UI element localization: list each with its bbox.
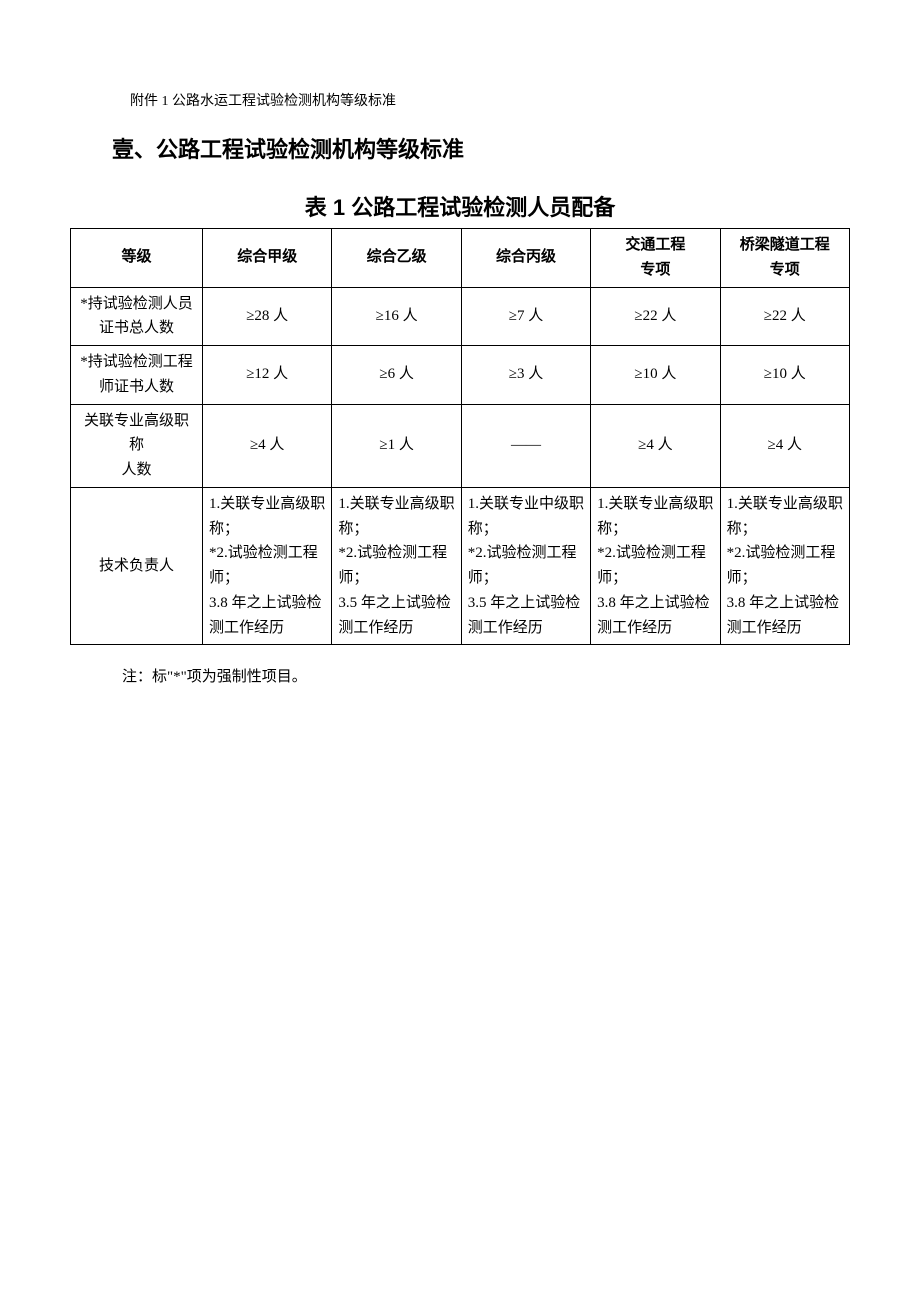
col-header-grade: 等级 [71,229,203,288]
tech-cell: 1.关联专业高级职称；*2.试验检测工程师；3.8 年之上试验检测工作经历 [720,487,849,645]
col-header-c: 综合丙级 [461,229,590,288]
col5-line2: 专项 [770,262,800,278]
tech-cell: 1.关联专业中级职称；*2.试验检测工程师；3.5 年之上试验检测工作经历 [461,487,590,645]
cell: ≥1 人 [332,404,461,487]
tech-cell: 1.关联专业高级职称；*2.试验检测工程师；3.5 年之上试验检测工作经历 [332,487,461,645]
table-title: 表 1 公路工程试验检测人员配备 [70,190,850,222]
cell: ≥4 人 [591,404,720,487]
row-label: 关联专业高级职称 人数 [71,404,203,487]
table-row: 关联专业高级职称 人数 ≥4 人 ≥1 人 —— ≥4 人 ≥4 人 [71,404,850,487]
cell: ≥10 人 [591,346,720,405]
attachment-line: 附件 1 公路水运工程试验检测机构等级标准 [130,90,850,110]
section-title: 壹、公路工程试验检测机构等级标准 [112,132,850,164]
cell: ≥6 人 [332,346,461,405]
tech-cell: 1.关联专业高级职称；*2.试验检测工程师；3.8 年之上试验检测工作经历 [203,487,332,645]
cell: ≥22 人 [720,287,849,346]
cell: ≥28 人 [203,287,332,346]
row-label-line2: 师证书人数 [99,379,174,395]
cell: ≥3 人 [461,346,590,405]
row-label-line1: *持试验检测工程 [80,354,193,370]
col4-line2: 专项 [640,262,670,278]
cell: ≥4 人 [203,404,332,487]
cell: —— [461,404,590,487]
table-header-row: 等级 综合甲级 综合乙级 综合丙级 交通工程 专项 桥梁隧道工程 专项 [71,229,850,288]
col-header-bridge: 桥梁隧道工程 专项 [720,229,849,288]
page: 附件 1 公路水运工程试验检测机构等级标准 壹、公路工程试验检测机构等级标准 表… [0,0,920,1302]
tech-cell: 1.关联专业高级职称；*2.试验检测工程师；3.8 年之上试验检测工作经历 [591,487,720,645]
row-label-line1: *持试验检测人员 [80,296,193,312]
col-header-traffic: 交通工程 专项 [591,229,720,288]
cell: ≥22 人 [591,287,720,346]
table-row: *持试验检测工程 师证书人数 ≥12 人 ≥6 人 ≥3 人 ≥10 人 ≥10… [71,346,850,405]
cell: ≥7 人 [461,287,590,346]
row-label: *持试验检测人员 证书总人数 [71,287,203,346]
col4-line1: 交通工程 [625,237,685,253]
col5-line1: 桥梁隧道工程 [740,237,830,253]
row-label-line2: 证书总人数 [99,320,174,336]
personnel-table: 等级 综合甲级 综合乙级 综合丙级 交通工程 专项 桥梁隧道工程 专项 *持试验… [70,228,850,645]
cell: ≥12 人 [203,346,332,405]
col-header-a: 综合甲级 [203,229,332,288]
col-header-b: 综合乙级 [332,229,461,288]
footnote: 注：标"*"项为强制性项目。 [122,665,850,686]
row-label-line2: 人数 [121,462,151,478]
row-label-line1: 关联专业高级职称 [84,413,189,454]
cell: ≥16 人 [332,287,461,346]
table-row-tech: 技术负责人 1.关联专业高级职称；*2.试验检测工程师；3.8 年之上试验检测工… [71,487,850,645]
table-row: *持试验检测人员 证书总人数 ≥28 人 ≥16 人 ≥7 人 ≥22 人 ≥2… [71,287,850,346]
cell: ≥4 人 [720,404,849,487]
cell: ≥10 人 [720,346,849,405]
row-label-tech: 技术负责人 [71,487,203,645]
row-label: *持试验检测工程 师证书人数 [71,346,203,405]
